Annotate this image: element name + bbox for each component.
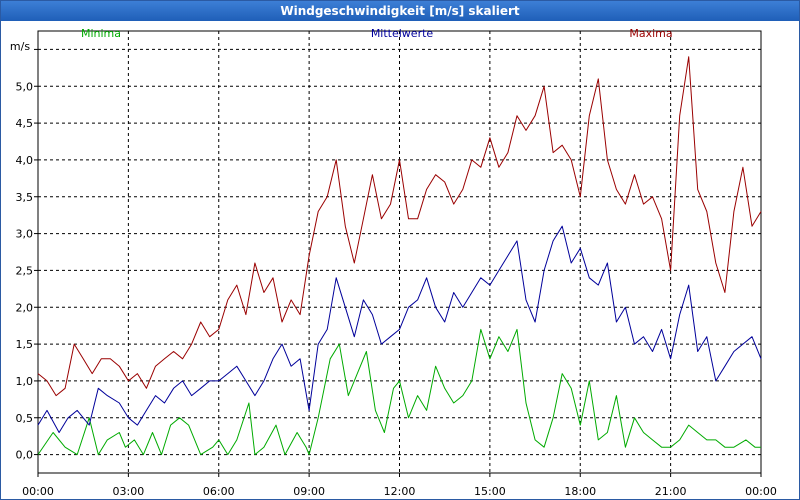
y-tick-label: 0,0 xyxy=(16,449,34,462)
legend: Minima Mittelwerte Maxima xyxy=(81,27,673,40)
line-chart: 0,0 0,5 1,0 1,5 2,0 2,5 3,0 3,5 4,0 4,5 5,0 m/s 00:0… xyxy=(10,27,777,498)
x-tick-time: 00:00 xyxy=(22,485,54,498)
y-tick-label: 3,0 xyxy=(16,228,34,241)
x-tick-time: 09:00 xyxy=(293,485,325,498)
y-tick-label: 5,0 xyxy=(16,80,34,93)
series-mittelwerte-line xyxy=(37,225,762,433)
y-tick-label: 1,0 xyxy=(16,375,34,388)
window-title: Windgeschwindigkeit [m/s] skaliert xyxy=(1,1,799,21)
x-tick-time: 15:00 xyxy=(474,485,506,498)
legend-minima: Minima xyxy=(81,27,121,40)
x-tick-time: 21:00 xyxy=(655,485,687,498)
series-maxima-line xyxy=(37,56,762,397)
x-tick-time: 03:00 xyxy=(113,485,145,498)
y-axis-label: m/s xyxy=(10,40,30,53)
y-tick-label: 4,0 xyxy=(16,154,34,167)
y-tick-label: 0,5 xyxy=(16,412,34,425)
x-tick-time: 06:00 xyxy=(203,485,235,498)
y-tick-label: 1,5 xyxy=(16,338,34,351)
series-layer xyxy=(37,56,762,456)
x-tick-time: 00:00 xyxy=(745,485,777,498)
legend-mittelwerte: Mittelwerte xyxy=(371,27,434,40)
x-tick-time: 18:00 xyxy=(564,485,596,498)
y-tick-label: 2,5 xyxy=(16,264,34,277)
y-tick-label: 3,5 xyxy=(16,191,34,204)
series-minima-line xyxy=(37,328,761,456)
y-tick-label: 4,5 xyxy=(16,117,34,130)
y-tick-label: 2,0 xyxy=(16,301,34,314)
legend-maxima: Maxima xyxy=(629,27,672,40)
axes: 0,0 0,5 1,0 1,5 2,0 2,5 3,0 3,5 4,0 4,5 5,0 m/s 00:0… xyxy=(10,40,777,498)
x-tick-time: 12:00 xyxy=(384,485,416,498)
